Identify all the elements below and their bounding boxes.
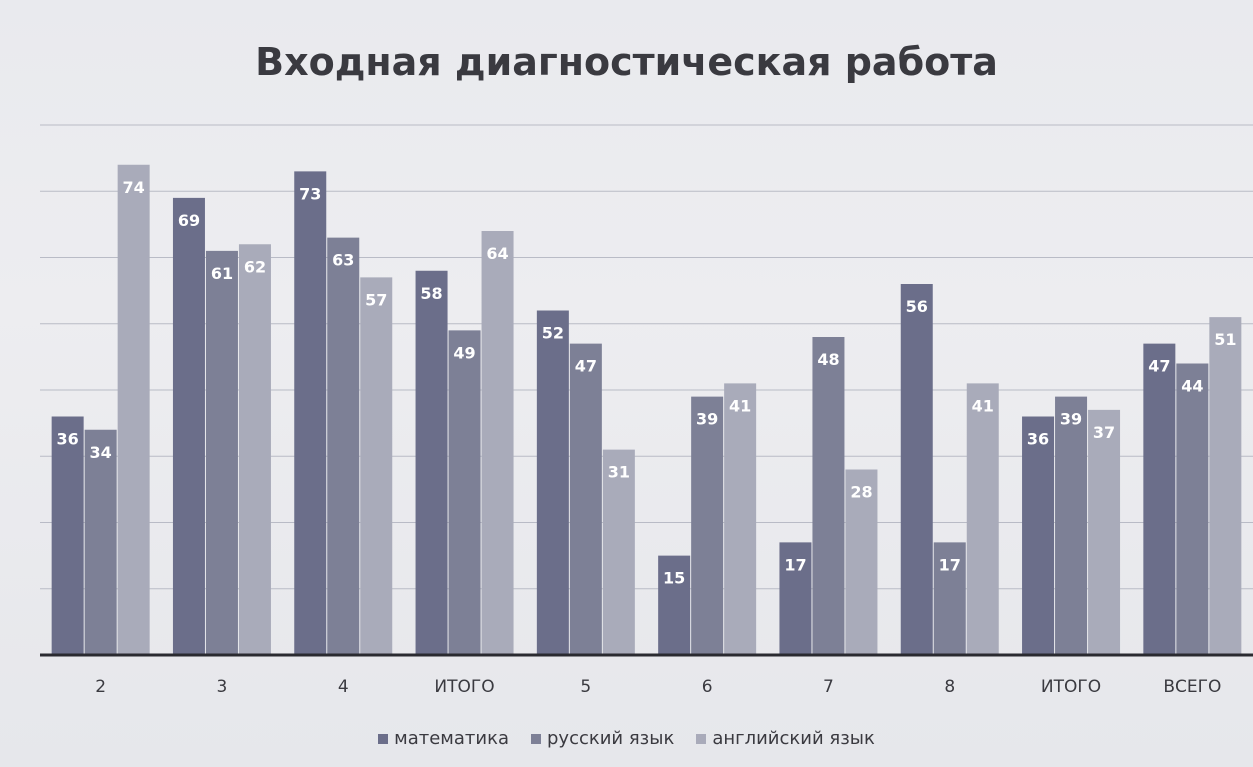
x-tick-label: 8: [944, 677, 955, 697]
data-label: 31: [608, 463, 630, 482]
bar: [51, 416, 84, 655]
bar: [172, 197, 205, 655]
bar: [966, 383, 999, 655]
legend-item-english: английский язык: [696, 728, 875, 749]
data-label: 56: [906, 297, 928, 316]
legend-item-russian: русский язык: [530, 728, 675, 749]
bar: [900, 284, 933, 655]
x-tick-label: 3: [217, 677, 228, 697]
bar: [117, 164, 150, 655]
x-tick-label: 4: [338, 677, 349, 697]
bar: [360, 277, 393, 655]
legend-item-math: математика: [378, 728, 509, 749]
bar: [238, 244, 271, 655]
bar: [1209, 317, 1242, 655]
bar: [294, 171, 327, 655]
bar: [1143, 343, 1176, 655]
data-label: 28: [850, 483, 872, 502]
data-label: 17: [939, 555, 961, 574]
data-label: 36: [57, 430, 79, 449]
bar: [779, 542, 812, 655]
data-label: 63: [332, 251, 354, 270]
data-label: 73: [299, 184, 321, 203]
data-label: 17: [784, 555, 806, 574]
bar: [569, 343, 602, 655]
data-label: 47: [575, 357, 597, 376]
bar: [1022, 416, 1055, 655]
bar: [602, 449, 635, 655]
data-label: 61: [211, 264, 233, 283]
bar: [1088, 409, 1121, 655]
bar: [536, 310, 569, 655]
bar: [933, 542, 966, 655]
x-tick-label: 2: [95, 677, 106, 697]
chart-title: Входная диагностическая работа: [255, 40, 998, 84]
x-tick-label: 6: [702, 677, 713, 697]
x-tick-label: 7: [823, 677, 834, 697]
data-label: 44: [1181, 377, 1203, 396]
legend-label-math: математика: [394, 728, 509, 749]
data-label: 41: [729, 396, 751, 415]
data-label: 58: [420, 284, 442, 303]
bar: [691, 396, 724, 655]
data-label: 36: [1027, 430, 1049, 449]
data-label: 52: [542, 324, 564, 343]
legend-swatch-russian: [530, 733, 541, 744]
data-label: 48: [817, 350, 839, 369]
data-label: 51: [1214, 330, 1236, 349]
data-label: 41: [972, 396, 994, 415]
bar: [1176, 363, 1209, 655]
legend-label-english: английский язык: [712, 728, 875, 749]
x-tick-label: ИТОГО: [1041, 677, 1101, 697]
data-label: 34: [90, 443, 112, 462]
data-label: 57: [365, 290, 387, 309]
data-label: 62: [244, 257, 266, 276]
bar: [845, 469, 878, 655]
bar: [205, 250, 238, 655]
data-label: 47: [1148, 357, 1170, 376]
legend-swatch-english: [696, 733, 707, 744]
data-label: 15: [663, 569, 685, 588]
bar: [84, 429, 117, 655]
legend-label-russian: русский язык: [546, 728, 675, 749]
data-label: 39: [1060, 410, 1082, 429]
bar: [658, 555, 691, 655]
bar: [481, 231, 514, 655]
data-label: 74: [123, 178, 145, 197]
bar: [724, 383, 757, 655]
data-label: 39: [696, 410, 718, 429]
data-label: 49: [453, 343, 475, 362]
x-tick-label: 5: [580, 677, 591, 697]
bar: [327, 237, 360, 655]
x-tick-label: ИТОГО: [434, 677, 494, 697]
bar: [1055, 396, 1088, 655]
data-label: 64: [486, 244, 508, 263]
bar: [448, 330, 481, 655]
data-label: 37: [1093, 423, 1115, 442]
bar: [812, 337, 845, 655]
bar: [415, 270, 448, 655]
legend: математика русский язык английский язык: [0, 728, 1253, 749]
legend-swatch-math: [378, 733, 389, 744]
data-label: 69: [178, 211, 200, 230]
x-tick-label: ВСЕГО: [1163, 677, 1221, 697]
